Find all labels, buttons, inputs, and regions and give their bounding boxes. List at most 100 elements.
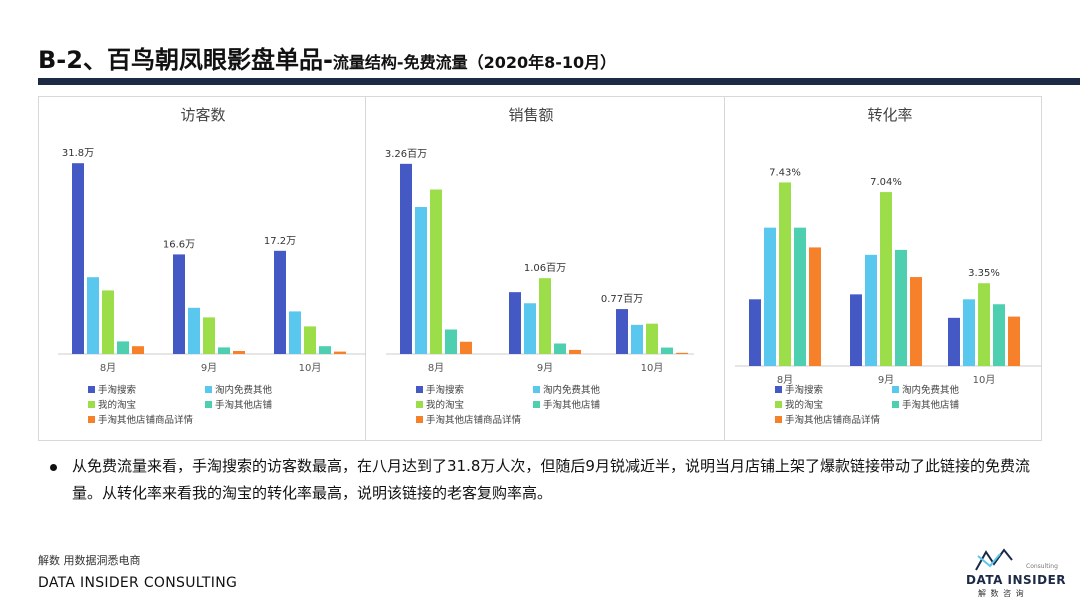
legend-label: 手淘搜索 bbox=[785, 384, 823, 396]
legend-label: 手淘其他店铺商品详情 bbox=[98, 414, 194, 426]
data-label: 1.06百万 bbox=[524, 262, 566, 274]
bullet-dot bbox=[50, 464, 57, 471]
analysis-bullet: 从免费流量来看，手淘搜索的访客数最高，在八月达到了31.8万人次，但随后9月锐减… bbox=[50, 453, 1050, 507]
legend-swatch bbox=[775, 386, 782, 393]
legend-label: 淘内免费其他 bbox=[902, 384, 960, 396]
bar bbox=[1008, 316, 1020, 366]
bar bbox=[173, 254, 185, 354]
legend-swatch bbox=[533, 401, 540, 408]
visitors-chart: 访客数 8月 31.8万 9月 16.6万 10月 17.2万 手淘搜索 淘内免费其他 我的淘宝手… bbox=[40, 96, 366, 441]
bar bbox=[87, 277, 99, 354]
bar bbox=[779, 182, 791, 366]
legend-swatch bbox=[416, 386, 423, 393]
chart-svg: 转化率8月7.43%9月7.04%10月3.35%手淘搜索 淘内免费其他我的淘宝手… bbox=[735, 106, 1041, 426]
bar bbox=[274, 250, 286, 354]
bar bbox=[963, 299, 975, 366]
legend-label: 淘内免费其他 bbox=[543, 384, 601, 396]
analysis-text: 从免费流量来看，手淘搜索的访客数最高，在八月达到了31.8万人次，但随后9月锐减… bbox=[72, 457, 1030, 502]
bar bbox=[569, 349, 581, 354]
bar bbox=[460, 341, 472, 354]
bar bbox=[865, 254, 877, 366]
category-label: 8月 bbox=[428, 362, 444, 374]
bar bbox=[400, 163, 412, 354]
bar bbox=[117, 341, 129, 354]
chart-svg: 访客数8月31.8万9月16.6万10月17.2万手淘搜索 淘内免费其他我的淘宝手… bbox=[58, 106, 366, 426]
title-sub: 流量结构-免费流量 bbox=[332, 53, 468, 72]
panel-divider bbox=[365, 96, 366, 441]
legend-label: 手淘其他店铺 bbox=[543, 399, 600, 411]
bar bbox=[749, 299, 761, 366]
bar bbox=[631, 324, 643, 354]
bar bbox=[676, 352, 688, 354]
page-title: B-2、百鸟朝凤眼影盘单品- 流量结构-免费流量 （2020年8-10月） bbox=[38, 40, 616, 76]
title-main: B-2、百鸟朝凤眼影盘单品- bbox=[38, 46, 333, 74]
logo-brand: DATA INSIDER bbox=[966, 573, 1067, 587]
chart-title: 访客数 bbox=[180, 106, 225, 124]
bar bbox=[304, 326, 316, 354]
bar bbox=[445, 329, 457, 354]
legend-swatch bbox=[88, 401, 95, 408]
footer-company: DATA INSIDER CONSULTING bbox=[38, 575, 238, 591]
bar bbox=[978, 283, 990, 366]
legend-label: 我的淘宝 bbox=[785, 399, 823, 411]
logo-mark-icon bbox=[975, 548, 1013, 571]
conversion-chart: 转化率 8月 7.43% 9月 7.04% 10月 3.35% 手淘搜索 淘内免费其他 我的淘宝手… bbox=[727, 96, 1053, 441]
legend-label: 我的淘宝 bbox=[426, 399, 464, 411]
bar bbox=[539, 278, 551, 354]
bar bbox=[233, 351, 245, 354]
category-label: 8月 bbox=[100, 362, 116, 374]
legend-label: 我的淘宝 bbox=[98, 399, 136, 411]
category-label: 9月 bbox=[537, 362, 553, 374]
title-rule bbox=[38, 78, 1080, 85]
data-label: 3.26百万 bbox=[385, 148, 427, 160]
bar bbox=[72, 163, 84, 354]
legend-label: 手淘其他店铺 bbox=[902, 399, 959, 411]
legend-swatch bbox=[205, 401, 212, 408]
legend-label: 手淘其他店铺商品详情 bbox=[785, 414, 881, 426]
legend-swatch bbox=[892, 401, 899, 408]
bar bbox=[218, 347, 230, 354]
legend-swatch bbox=[533, 386, 540, 393]
bar bbox=[289, 311, 301, 354]
bar bbox=[430, 189, 442, 354]
title-period: （2020年8-10月） bbox=[467, 53, 617, 72]
bar bbox=[509, 292, 521, 354]
bar bbox=[132, 346, 144, 354]
bar bbox=[319, 346, 331, 354]
category-label: 10月 bbox=[299, 362, 322, 374]
legend-label: 手淘搜索 bbox=[426, 384, 464, 396]
bar bbox=[646, 323, 658, 354]
legend-label: 手淘其他店铺 bbox=[215, 399, 272, 411]
legend-swatch bbox=[416, 416, 423, 423]
bar bbox=[334, 351, 346, 354]
category-label: 9月 bbox=[878, 374, 894, 386]
bar bbox=[910, 277, 922, 366]
legend-label: 手淘其他店铺商品详情 bbox=[426, 414, 522, 426]
chart-title: 销售额 bbox=[508, 106, 553, 124]
bar bbox=[524, 303, 536, 354]
chart-panel-frame bbox=[38, 96, 1042, 441]
bar bbox=[794, 227, 806, 366]
logo-tag: Consulting bbox=[1026, 563, 1058, 570]
data-label: 3.35% bbox=[968, 268, 1000, 279]
sales-chart: 销售额 8月 3.26百万 9月 1.06百万 10月 0.77百万 手淘搜索 淘内免费其他 我的… bbox=[368, 96, 694, 441]
company-logo: Consulting DATA INSIDER 解 数 咨 询 bbox=[966, 546, 1066, 598]
data-label: 17.2万 bbox=[264, 236, 296, 247]
category-label: 8月 bbox=[777, 374, 793, 386]
bar bbox=[895, 249, 907, 366]
bar bbox=[850, 294, 862, 366]
bar bbox=[661, 347, 673, 354]
data-label: 31.8万 bbox=[62, 148, 94, 159]
bar bbox=[415, 207, 427, 354]
legend-swatch bbox=[775, 416, 782, 423]
chart-title: 转化率 bbox=[867, 106, 912, 124]
legend-swatch bbox=[416, 401, 423, 408]
bar bbox=[203, 317, 215, 354]
bar bbox=[809, 247, 821, 366]
category-label: 9月 bbox=[201, 362, 217, 374]
legend-label: 手淘搜索 bbox=[98, 384, 136, 396]
panel-divider bbox=[724, 96, 725, 441]
bar bbox=[764, 227, 776, 366]
bar bbox=[102, 290, 114, 354]
bar bbox=[554, 343, 566, 354]
